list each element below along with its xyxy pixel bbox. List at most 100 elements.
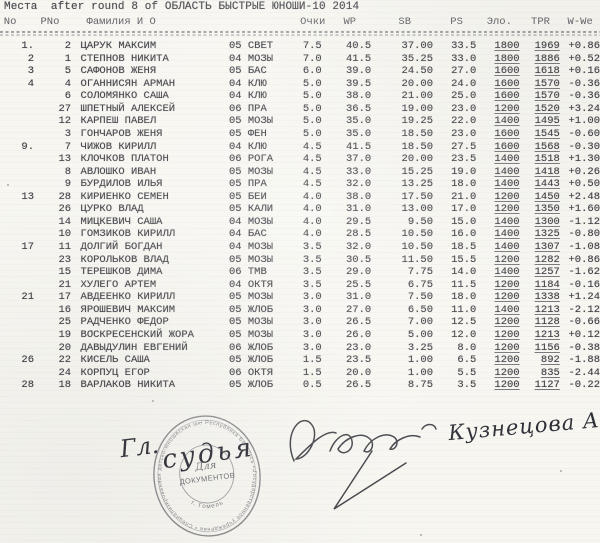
- points-cell: 3.0: [302, 316, 322, 329]
- points-cell: 1.5: [302, 366, 322, 379]
- wp-cell: 32.0: [345, 178, 372, 191]
- rank-cell: [0, 178, 34, 191]
- year-team-cell: 05 МОЗЫ: [228, 316, 274, 329]
- points-cell: 5.0: [302, 77, 322, 90]
- ps-cell: 8.0: [457, 341, 477, 354]
- wwe-cell: +1.30: [568, 153, 600, 166]
- wp-cell: 39.5: [345, 77, 372, 90]
- sb-cell: 21.00: [401, 90, 434, 103]
- elo-cell: 1200: [494, 278, 520, 291]
- sb-cell: 5.00: [407, 328, 434, 341]
- tpr-cell: 1450: [534, 190, 560, 203]
- wp-cell: 28.5: [345, 228, 372, 241]
- tpr-cell: 1325: [534, 228, 560, 241]
- wp-cell: 31.0: [345, 291, 372, 304]
- rank-cell: 1.: [21, 40, 34, 52]
- elo-cell: 1600: [494, 140, 520, 153]
- stamp-graphic: • Республика Беларусь • Государственное …: [138, 401, 263, 539]
- dashed-separator: [0, 31, 600, 36]
- table-row: 4 4 ОГАННИСЯН АРМАН 04 КЛЮ 5.0 39.5 20.0…: [0, 78, 600, 91]
- points-cell: 5.0: [302, 90, 322, 103]
- svg-text:*: *: [157, 480, 161, 487]
- tpr-cell: 1618: [534, 65, 560, 78]
- points-cell: 3.0: [302, 328, 322, 341]
- player-name: САФОНОВ ЖЕНЯ: [80, 65, 157, 78]
- wp-cell: 40.5: [345, 40, 372, 52]
- elo-cell: 1200: [494, 354, 520, 367]
- wwe-cell: +0.50: [568, 178, 600, 191]
- elo-cell: 1400: [494, 178, 520, 191]
- year-team-cell: 05 ЖЛОБ: [228, 354, 274, 367]
- elo-cell: 1800: [494, 52, 520, 65]
- rank-cell: [0, 279, 34, 292]
- year-team-cell: 05 ПРА: [228, 178, 267, 191]
- tpr-cell: 1518: [534, 153, 560, 166]
- table-row: 26 22 КИСЕЛЬ САША 05 ЖЛОБ 1.5 23.5 1.00 …: [0, 354, 600, 367]
- pno-cell: 10: [58, 228, 72, 241]
- wp-cell: 38.0: [345, 190, 372, 203]
- player-name: ЦАРУК МАКСИМ: [80, 40, 157, 52]
- player-name: ЧИЖОВ КИРИЛЛ: [80, 140, 157, 153]
- wwe-cell: +1.60: [568, 203, 600, 216]
- scan-speck: [420, 534, 422, 536]
- table-row: 16 ЯРОШЕВИЧ МАКСИМ 05 ЖЛОБ 3.0 27.0 6.50…: [0, 304, 600, 317]
- elo-cell: 1200: [494, 253, 520, 266]
- points-cell: 5.0: [302, 102, 322, 115]
- table-row: 21 17 АВДЕЕНКО КИРИЛЛ 05 МОЗЫ 3.0 31.0 7…: [0, 291, 600, 304]
- points-cell: 0.5: [302, 379, 322, 392]
- elo-cell: 1400: [494, 241, 520, 253]
- wp-cell: 29.0: [345, 266, 372, 279]
- table-row: 12 КАРПЕШ ПАВЕЛ 05 МОЗЫ 5.0 35.0 19.25 2…: [0, 115, 600, 128]
- ps-cell: 22.0: [451, 115, 477, 128]
- points-cell: 4.0: [302, 190, 322, 203]
- tpr-cell: 1570: [534, 90, 560, 103]
- table-row: 13 КЛОЧКОВ ПЛАТОН 06 РОГА 4.5 37.0 20.00…: [0, 153, 600, 166]
- pno-cell: 13: [58, 153, 72, 166]
- table-row: 1. 2 ЦАРУК МАКСИМ 05 СВЕТ 7.5 40.5 37.00…: [0, 40, 600, 53]
- svg-text:*: *: [251, 468, 255, 475]
- pno-cell: 19: [58, 328, 72, 341]
- stamp-city-text: г. Гомель: [189, 495, 225, 512]
- wwe-cell: +0.52: [568, 52, 600, 65]
- sb-cell: 7.75: [407, 266, 434, 279]
- elo-cell: 1400: [494, 115, 520, 128]
- wwe-cell: +0.86: [568, 40, 600, 52]
- tpr-cell: 1213: [534, 328, 560, 341]
- tpr-cell: 835: [540, 366, 560, 379]
- player-name: КИСЕЛЬ САША: [80, 354, 150, 367]
- player-name: ГОМЗИКОВ КИРИЛЛ: [80, 228, 176, 241]
- year-team-cell: 05 ЖЛОБ: [228, 303, 274, 316]
- sb-cell: 7.50: [407, 291, 434, 304]
- table-row: 3 ГОНЧАРОВ ЖЕНЯ 05 ФЕН 5.0 35.0 18.50 23…: [0, 128, 600, 141]
- tpr-cell: 1307: [534, 241, 560, 253]
- ps-cell: 11.5: [451, 278, 477, 291]
- elo-cell: 1600: [494, 127, 520, 140]
- tpr-cell: 1127: [534, 379, 560, 392]
- table-row: 9. 7 ЧИЖОВ КИРИЛЛ 04 КЛЮ 4.5 41.5 18.50 …: [0, 141, 600, 154]
- player-name: ХУЛЕГО АРТЕМ: [80, 278, 157, 291]
- player-name: ЯРОШЕВИЧ МАКСИМ: [80, 303, 176, 316]
- tpr-cell: 1443: [534, 178, 560, 191]
- ps-cell: 23.0: [451, 102, 477, 115]
- tpr-cell: 1156: [534, 341, 560, 354]
- sb-cell: 18.50: [401, 127, 434, 140]
- player-name: БУРДИЛОВ ИЛЬЯ: [80, 178, 163, 191]
- pno-cell: 26: [58, 203, 72, 216]
- points-cell: 4.0: [302, 203, 322, 216]
- wwe-cell: +1.00: [568, 115, 600, 128]
- table-row: 14 МИЦКЕВИЧ САША 04 МОЗЫ 4.0 29.5 9.50 1…: [0, 216, 600, 229]
- ps-cell: 15.5: [451, 253, 477, 266]
- player-name: ДАВЫДУЛИН ЕВГЕНИЙ: [80, 341, 188, 354]
- elo-cell: 1200: [494, 291, 520, 304]
- signature-strokes: [289, 419, 437, 510]
- stamp-center-line2: ДОКУМЕНТОВ: [179, 471, 236, 487]
- signature-area: Гл. судья Кузнецова А.И. • Республика Бе…: [0, 395, 600, 543]
- pno-cell: 17: [58, 291, 72, 304]
- pno-cell: 21: [58, 278, 72, 291]
- player-name: КОРПУЦ ЕГОР: [80, 366, 150, 379]
- table-row: 9 БУРДИЛОВ ИЛЬЯ 05 ПРА 4.5 32.0 13.25 18…: [0, 178, 600, 191]
- col-header-elo: Эло.: [486, 16, 512, 28]
- points-cell: 3.5: [302, 278, 322, 291]
- ps-cell: 33.5: [451, 40, 477, 52]
- points-cell: 3.0: [302, 303, 322, 316]
